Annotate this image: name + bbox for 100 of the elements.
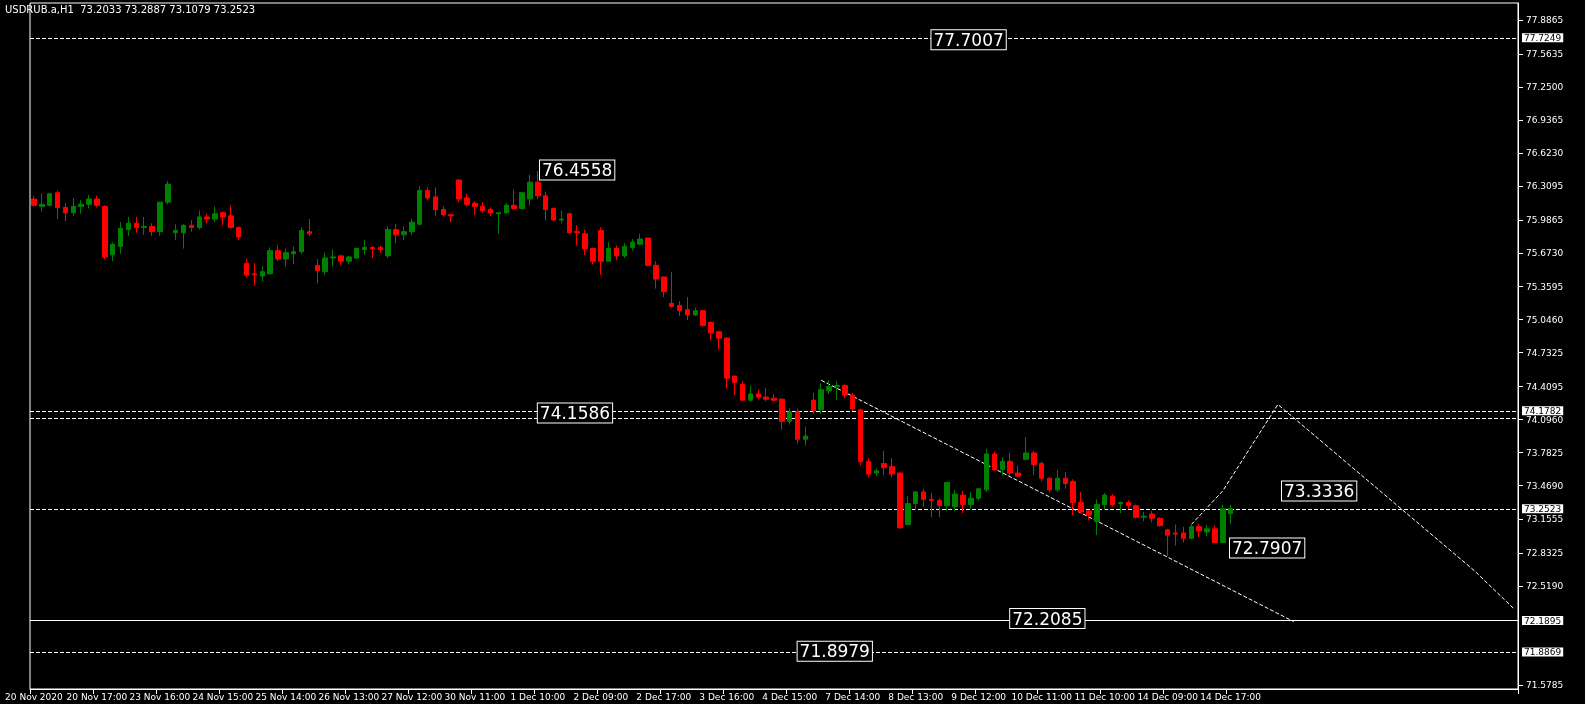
candlestick — [1181, 526, 1186, 544]
candlestick — [181, 223, 186, 250]
candlestick — [653, 260, 659, 290]
candlestick — [559, 210, 564, 224]
candlestick — [385, 225, 391, 259]
candlestick — [669, 271, 674, 309]
candlestick — [1070, 478, 1076, 516]
candlestick — [543, 191, 548, 221]
x-tick-label: 26 Nov 13:00 — [318, 691, 380, 702]
candlestick — [354, 246, 359, 260]
candlestick — [897, 472, 903, 530]
candlestick — [984, 448, 989, 493]
y-tick-label: 77.2500 — [1526, 82, 1564, 93]
ref-line-label: 77.7249 — [1524, 32, 1562, 43]
y-tick-label: 72.8325 — [1526, 547, 1564, 558]
candlestick — [929, 492, 934, 518]
candlestick — [763, 387, 769, 402]
ref-line-label: 74.1782 — [1524, 405, 1562, 416]
candlestick — [496, 212, 501, 235]
candlestick — [47, 192, 52, 207]
candlestick — [204, 213, 210, 224]
candlestick — [299, 226, 304, 255]
x-tick-label: 10 Dec 11:00 — [1011, 691, 1073, 702]
candlestick — [472, 200, 478, 216]
candlestick — [787, 407, 792, 426]
candlestick — [330, 249, 336, 267]
candlestick — [1078, 491, 1084, 514]
candlestick — [252, 262, 257, 286]
candlestick — [322, 252, 328, 276]
annotation: 76.4558 — [542, 160, 613, 180]
chart-title: USDRUB.a,H1 73.2033 73.2887 73.1079 73.2523 — [5, 3, 256, 15]
y-tick-label: 74.0960 — [1526, 414, 1564, 425]
annotation: 73.3336 — [1284, 481, 1355, 501]
x-tick-label: 14 Dec 17:00 — [1200, 691, 1262, 702]
candlestick — [818, 382, 824, 415]
candlestick — [283, 248, 289, 267]
candlestick — [1228, 504, 1233, 525]
candlestick — [952, 489, 958, 512]
x-tick-label: 1 Dec 10:00 — [510, 691, 566, 702]
candlestick — [535, 170, 541, 200]
candlestick — [244, 258, 249, 278]
x-tick-label: 2 Dec 17:00 — [636, 691, 692, 702]
candlestick — [511, 189, 517, 211]
candlestick — [598, 226, 604, 276]
candlestick — [94, 195, 100, 208]
candlestick — [976, 487, 981, 501]
y-tick-label: 73.1555 — [1526, 513, 1564, 524]
candlestick — [31, 195, 37, 207]
candlestick — [740, 380, 745, 401]
candlestick — [574, 224, 580, 246]
y-tick-label: 74.4095 — [1526, 381, 1564, 392]
y-tick-label: 74.7325 — [1526, 347, 1564, 358]
candlestick — [693, 307, 698, 317]
candlestick — [86, 194, 92, 209]
annotation: 71.8979 — [799, 641, 870, 662]
x-tick-label: 20 Nov 2020 — [5, 691, 64, 702]
candlestick — [401, 225, 407, 241]
candlestick — [1149, 510, 1155, 524]
candlestick — [291, 245, 296, 265]
candlestick — [1196, 523, 1202, 538]
y-tick-label: 72.5190 — [1526, 580, 1564, 591]
candlestick — [267, 246, 273, 276]
candlestick — [134, 216, 139, 234]
candlestick — [944, 481, 950, 512]
x-tick-label: 27 Nov 12:00 — [381, 691, 443, 702]
y-tick-label: 77.8865 — [1526, 15, 1564, 26]
candlestick — [228, 204, 234, 230]
candlestick — [913, 490, 918, 511]
candlestick — [448, 213, 454, 223]
candlestick — [748, 385, 753, 402]
candlestick — [441, 205, 446, 218]
x-tick-label: 24 Nov 15:00 — [192, 691, 254, 702]
ref-line-label: 73.2523 — [1524, 503, 1562, 514]
candlestick — [567, 212, 572, 235]
candlestick — [260, 265, 265, 282]
candlestick — [630, 238, 635, 252]
candlestick — [464, 193, 470, 207]
y-tick-label: 71.5785 — [1526, 679, 1564, 690]
candlestick — [126, 216, 131, 237]
candlestick — [1000, 456, 1005, 477]
y-tick-label: 75.6730 — [1526, 248, 1564, 259]
candlestick — [346, 255, 352, 265]
candlestick — [826, 379, 832, 395]
candlestick — [370, 245, 375, 259]
candlestick — [433, 186, 438, 217]
candlestick — [905, 495, 911, 526]
candlestick — [63, 202, 68, 222]
candlestick — [622, 242, 627, 259]
candlestick — [803, 426, 808, 447]
candlestick — [102, 204, 108, 260]
y-tick-label: 73.4690 — [1526, 480, 1564, 491]
candlestick — [1173, 524, 1178, 547]
candlestick — [1189, 523, 1194, 540]
candlestick — [165, 180, 171, 205]
y-tick-label: 77.5635 — [1526, 49, 1564, 60]
candlestick — [488, 206, 493, 217]
x-tick-label: 20 Nov 17:00 — [66, 691, 128, 702]
candlestick — [417, 185, 422, 226]
candlestick — [716, 330, 722, 351]
candlestick — [157, 201, 163, 237]
